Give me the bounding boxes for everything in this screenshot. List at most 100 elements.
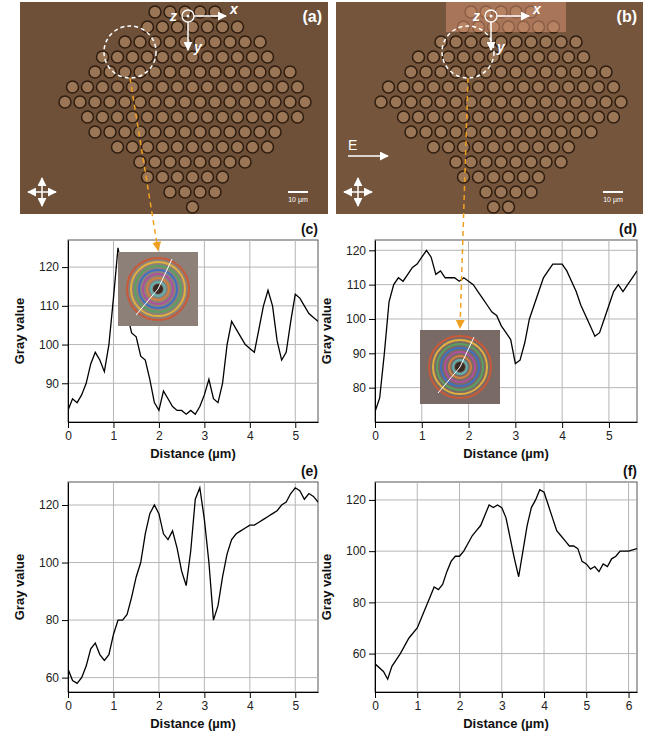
domain-texture: [157, 111, 169, 123]
domain-texture: [172, 81, 184, 93]
domain-texture: [503, 171, 515, 183]
domain-texture: [435, 126, 447, 138]
domain-texture: [585, 96, 597, 108]
domain-texture: [202, 111, 214, 123]
selection-circle: [104, 26, 156, 78]
domain-texture: [518, 81, 530, 93]
domain-texture: [179, 186, 191, 198]
micrograph: [20, 2, 328, 214]
plot-frame: [68, 240, 318, 422]
grid-line: [375, 284, 637, 285]
domain-texture: [164, 66, 176, 78]
x-arrow: [194, 15, 226, 17]
tick-mark: [113, 422, 114, 428]
tick-label: 1: [111, 699, 118, 713]
tick: 100: [346, 544, 375, 558]
domain-texture: [555, 126, 567, 138]
grid-line: [295, 240, 296, 422]
domain-texture: [435, 96, 447, 108]
domain-texture: [239, 66, 251, 78]
domain-texture: [224, 96, 236, 108]
axis-symbol-label: x: [229, 1, 239, 17]
plot-frame: [375, 240, 637, 422]
domain-texture: [458, 51, 470, 63]
grid-line: [375, 318, 637, 319]
domain-texture: [194, 186, 206, 198]
domain-texture: [157, 171, 169, 183]
tick-label: 100: [346, 312, 366, 326]
tick-label: 5: [606, 429, 613, 443]
axis-symbol-label: y: [496, 39, 506, 55]
panel-label: (b): [617, 8, 637, 25]
tick-label: 120: [39, 498, 59, 512]
domain-texture: [232, 21, 244, 33]
x-axis-title: Distance (µm): [150, 716, 236, 731]
scale-bar: [603, 191, 623, 193]
domain-texture: [540, 36, 552, 48]
domain-texture: [179, 36, 191, 48]
tick-label: 100: [346, 544, 366, 558]
series-group: [68, 248, 318, 415]
domain-texture: [172, 51, 184, 63]
tick-mark: [417, 692, 418, 698]
domain-texture: [548, 81, 560, 93]
domain-texture: [142, 51, 154, 63]
grid-line: [501, 482, 502, 692]
domain-texture: [398, 81, 410, 93]
tick-label: 120: [39, 260, 59, 274]
domain-texture: [525, 66, 537, 78]
tick-mark: [609, 422, 610, 428]
domain-texture: [239, 156, 251, 168]
inset-ring: [127, 258, 189, 320]
domain-texture: [262, 51, 274, 63]
domain-texture: [134, 96, 146, 108]
domain-texture: [134, 126, 146, 138]
data-line: [375, 490, 637, 680]
tick-label: 90: [46, 377, 60, 391]
domain-texture: [450, 96, 462, 108]
tick-label: 80: [353, 381, 367, 395]
domain-texture: [142, 21, 154, 33]
tick: 1: [111, 692, 118, 713]
tick-label: 80: [46, 613, 60, 627]
domain-texture: [277, 111, 289, 123]
domain-texture: [97, 51, 109, 63]
tick-mark: [62, 505, 68, 506]
tick-mark: [62, 267, 68, 268]
domain-texture: [247, 51, 259, 63]
domain-texture: [67, 81, 79, 93]
grid-line: [375, 250, 637, 251]
domain-texture: [525, 36, 537, 48]
domain-texture: [127, 51, 139, 63]
domain-texture: [435, 36, 447, 48]
panel-label: (f): [623, 463, 637, 479]
panel-label: (c): [301, 221, 318, 237]
domain-texture: [187, 111, 199, 123]
domain-texture: [563, 81, 575, 93]
axis-symbol-label: x: [532, 1, 542, 17]
domain-texture: [104, 96, 116, 108]
tick-label: 5: [292, 429, 299, 443]
y-axis-title: Gray value: [319, 298, 334, 365]
domain-texture: [119, 96, 131, 108]
domain-texture: [495, 126, 507, 138]
tick-label: 5: [583, 699, 590, 713]
tick-label: 3: [513, 429, 520, 443]
domain-texture: [194, 156, 206, 168]
tick-mark: [369, 353, 375, 354]
domain-texture: [209, 66, 221, 78]
domain-texture: [518, 141, 530, 153]
domain-texture: [518, 111, 530, 123]
grid-line: [375, 602, 637, 603]
tick-label: 0: [65, 699, 72, 713]
axis-line: [375, 241, 376, 423]
domain-texture: [458, 141, 470, 153]
tick: 90: [46, 377, 68, 391]
z-symbol-dot: [187, 15, 190, 18]
tick-mark: [113, 692, 114, 698]
domain-texture: [608, 111, 620, 123]
chart: 01234590100110120Distance (µm)Gray value…: [12, 221, 319, 461]
tick-mark: [250, 692, 251, 698]
tick: 2: [156, 422, 163, 443]
z-symbol: [485, 10, 497, 22]
